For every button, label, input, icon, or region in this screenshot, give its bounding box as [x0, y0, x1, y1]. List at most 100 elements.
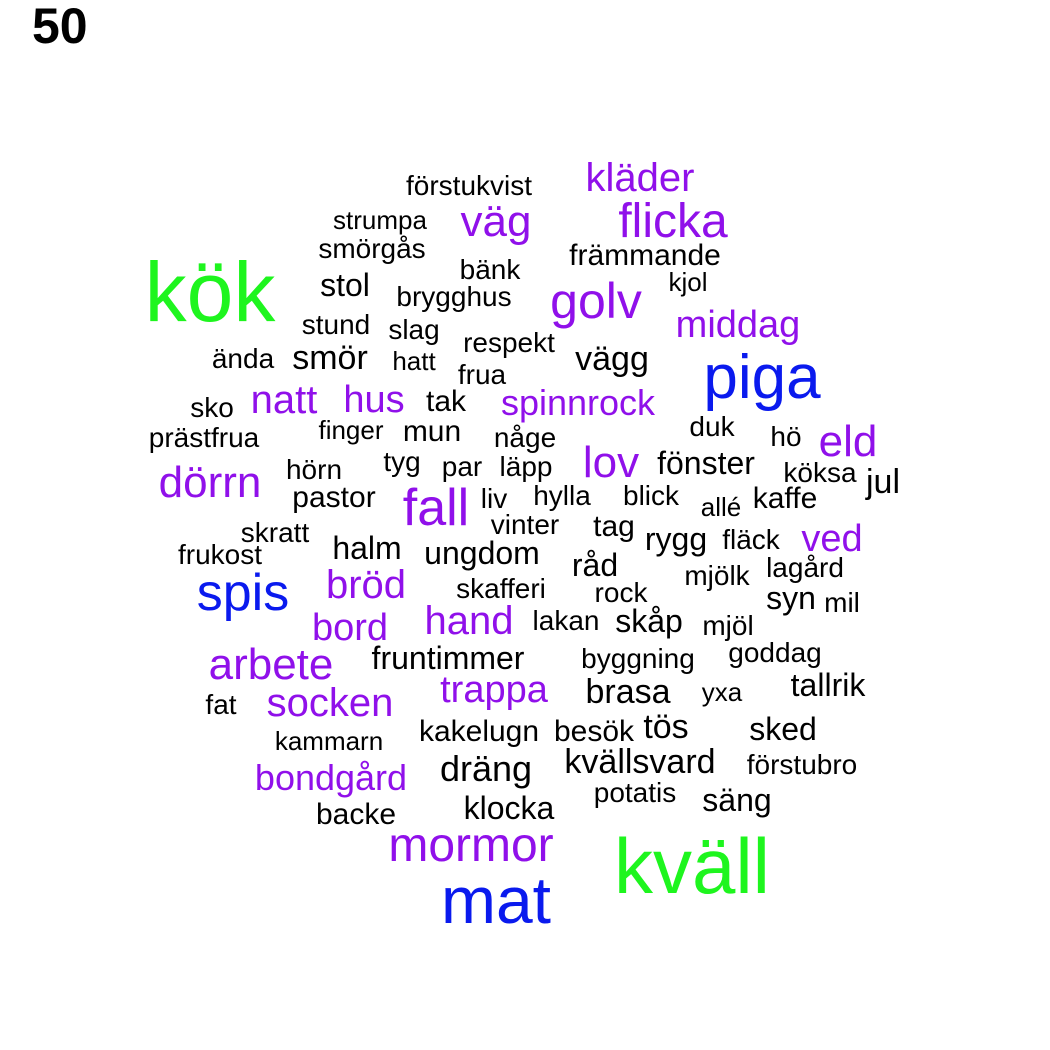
- cloud-word: väg: [460, 197, 532, 246]
- cloud-word: fall: [402, 479, 470, 537]
- cloud-word: goddag: [728, 637, 822, 668]
- cloud-word: tak: [425, 385, 467, 418]
- cloud-word: frukost: [177, 539, 263, 570]
- cloud-word: slag: [388, 314, 440, 345]
- cloud-word: eld: [818, 417, 878, 466]
- cloud-word: främmande: [569, 239, 721, 272]
- cloud-word: bänk: [459, 254, 521, 285]
- cloud-word: vägg: [575, 340, 649, 378]
- cloud-word: rock: [594, 577, 648, 608]
- cloud-word: hörn: [285, 454, 343, 485]
- cloud-word: finger: [318, 415, 384, 445]
- page-number-label: 50: [32, 0, 88, 54]
- cloud-word: fruntimmer: [371, 640, 525, 676]
- cloud-word: golv: [550, 273, 642, 329]
- cloud-word: sko: [190, 392, 234, 423]
- cloud-word: bröd: [325, 563, 407, 607]
- cloud-word: socken: [266, 681, 394, 725]
- cloud-word: mun: [402, 415, 462, 448]
- cloud-word: mormor: [388, 819, 554, 872]
- cloud-word: pastor: [292, 481, 376, 514]
- cloud-word: kammarn: [274, 726, 384, 756]
- cloud-word: bord: [311, 607, 389, 649]
- cloud-word: liv: [480, 483, 508, 514]
- cloud-word: tyg: [383, 446, 421, 477]
- cloud-word: jul: [865, 463, 901, 501]
- cloud-word: ungdom: [424, 535, 540, 571]
- cloud-word: kväll: [613, 822, 771, 910]
- cloud-word: respekt: [463, 327, 555, 358]
- cloud-word: fat: [205, 689, 237, 720]
- cloud-word: backe: [315, 798, 397, 831]
- cloud-word: strumpa: [333, 205, 427, 235]
- cloud-word: köksa: [783, 457, 857, 488]
- cloud-word: råd: [571, 547, 619, 583]
- cloud-word: läpp: [499, 451, 553, 482]
- cloud-word: kaffe: [752, 482, 818, 515]
- cloud-word: någe: [493, 422, 557, 453]
- cloud-word: kök: [144, 245, 276, 339]
- cloud-word: dörrn: [158, 458, 262, 507]
- cloud-word: mil: [824, 587, 860, 618]
- cloud-word: hatt: [392, 346, 436, 376]
- cloud-word: arbete: [208, 640, 334, 689]
- cloud-word: tös: [643, 708, 689, 746]
- cloud-word: spinnrock: [500, 382, 656, 423]
- cloud-word: ved: [801, 518, 863, 560]
- cloud-word: mjöl: [702, 610, 754, 641]
- cloud-word: par: [441, 451, 483, 482]
- cloud-word: stund: [301, 309, 371, 340]
- cloud-word: halm: [332, 530, 402, 566]
- cloud-word: smör: [292, 339, 368, 377]
- cloud-word: hö: [770, 421, 802, 452]
- cloud-word: kvällsvard: [564, 743, 716, 781]
- cloud-word: säng: [702, 782, 772, 818]
- cloud-word: hylla: [533, 480, 591, 511]
- cloud-word: vinter: [490, 509, 560, 540]
- cloud-word: mat: [440, 863, 552, 937]
- cloud-word: hand: [424, 599, 514, 643]
- cloud-word: blick: [622, 480, 680, 511]
- cloud-word: syn: [766, 580, 816, 616]
- cloud-word: natt: [250, 378, 318, 422]
- cloud-word: frua: [457, 359, 507, 390]
- cloud-word: förstubro: [746, 749, 858, 780]
- cloud-word: tallrik: [790, 667, 866, 703]
- cloud-word: lov: [582, 438, 640, 487]
- cloud-word: bondgård: [254, 757, 408, 798]
- cloud-word: potatis: [593, 777, 677, 808]
- cloud-word: mjölk: [684, 560, 750, 591]
- cloud-word: rygg: [644, 521, 708, 557]
- cloud-word: prästfrua: [148, 422, 260, 453]
- cloud-word: klocka: [463, 790, 555, 826]
- cloud-word: dräng: [439, 748, 533, 789]
- cloud-word: brygghus: [396, 281, 512, 312]
- cloud-word: fönster: [657, 445, 755, 481]
- cloud-word: spis: [196, 564, 290, 622]
- cloud-word: duk: [689, 411, 735, 442]
- cloud-word: fläck: [722, 524, 780, 555]
- cloud-word: kjol: [668, 267, 708, 297]
- cloud-word: kakelugn: [418, 715, 540, 748]
- cloud-word: brasa: [585, 673, 671, 711]
- cloud-word: lakan: [532, 605, 600, 636]
- cloud-word: lagård: [766, 552, 844, 583]
- cloud-word: middag: [675, 304, 801, 346]
- cloud-word: stol: [320, 267, 370, 303]
- cloud-word: sked: [749, 711, 817, 747]
- cloud-word: skafferi: [456, 573, 546, 604]
- cloud-word: förstukvist: [405, 170, 533, 201]
- cloud-word: skåp: [615, 603, 683, 639]
- cloud-word: piga: [703, 343, 821, 412]
- cloud-word: allé: [700, 492, 742, 522]
- cloud-word: besök: [553, 715, 635, 748]
- cloud-word: ända: [211, 343, 275, 374]
- cloud-word: hus: [343, 379, 405, 421]
- cloud-word: yxa: [701, 677, 743, 707]
- cloud-word: kläder: [585, 156, 695, 200]
- cloud-word: byggning: [581, 643, 695, 674]
- cloud-word: flicka: [618, 195, 728, 248]
- cloud-word: skratt: [240, 517, 310, 548]
- cloud-word: tag: [593, 510, 635, 543]
